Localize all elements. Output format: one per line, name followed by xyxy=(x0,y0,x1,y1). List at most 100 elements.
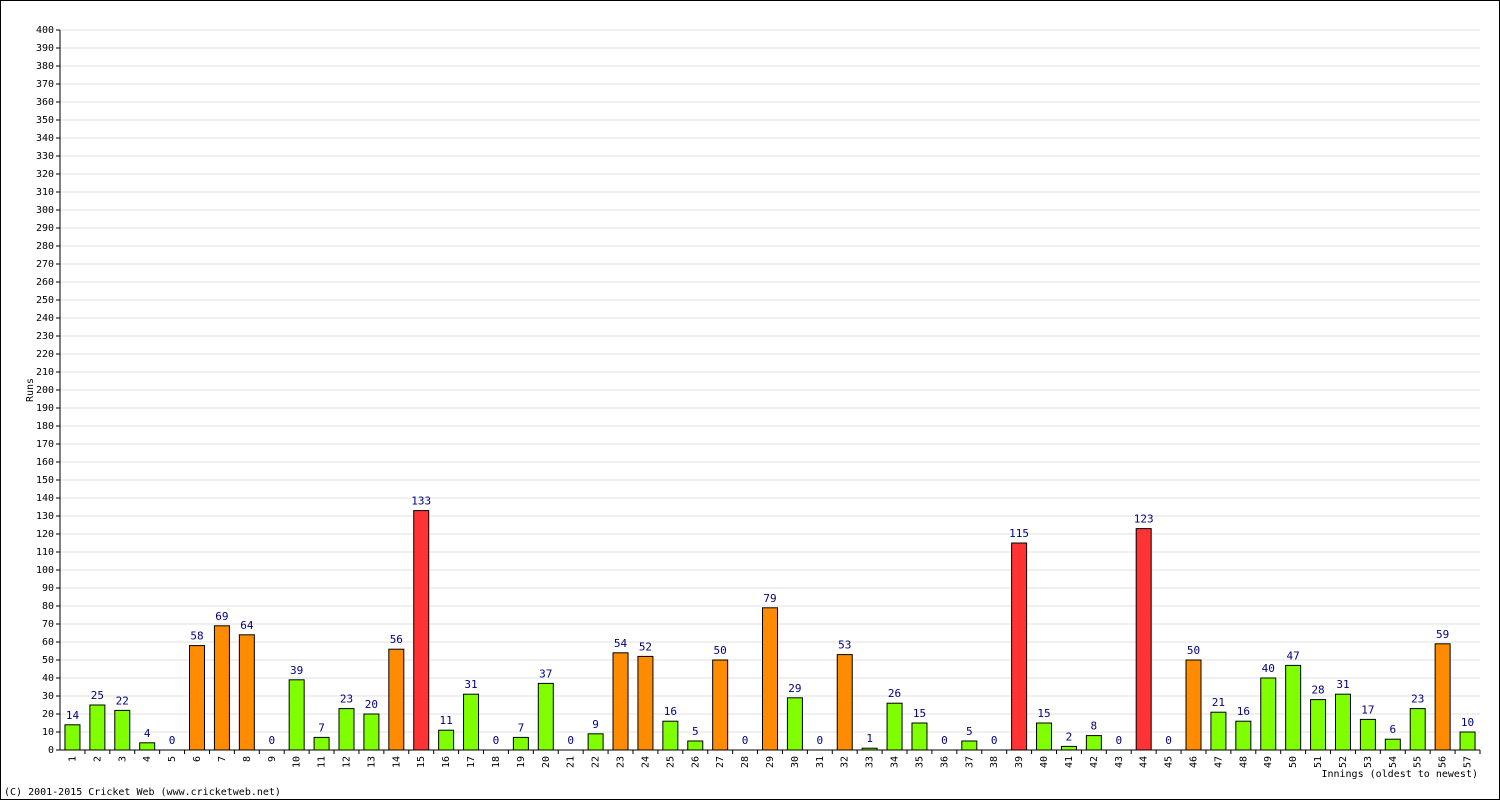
x-tick-label: 44 xyxy=(1139,756,1150,768)
bar xyxy=(139,742,156,751)
bar xyxy=(1359,718,1376,751)
y-tick-label: 30 xyxy=(42,691,54,702)
value-label: 115 xyxy=(1009,527,1029,540)
x-tick-label: 28 xyxy=(740,756,751,768)
y-tick-label: 210 xyxy=(36,367,54,378)
value-label: 64 xyxy=(240,619,254,632)
value-label: 0 xyxy=(169,734,176,747)
value-label: 52 xyxy=(639,640,652,653)
x-tick-label: 26 xyxy=(690,756,701,768)
value-label: 5 xyxy=(692,725,699,738)
value-label: 0 xyxy=(493,734,500,747)
value-label: 22 xyxy=(116,694,129,707)
value-label: 69 xyxy=(215,610,228,623)
x-tick-label: 33 xyxy=(865,756,876,768)
x-tick-label: 25 xyxy=(665,756,676,768)
bar xyxy=(612,652,629,751)
bar xyxy=(438,729,455,751)
x-tick-label: 4 xyxy=(142,756,153,762)
value-label: 79 xyxy=(763,592,776,605)
bar xyxy=(1409,708,1426,751)
value-label: 23 xyxy=(1411,693,1424,706)
bar xyxy=(587,733,604,751)
y-tick-label: 140 xyxy=(36,493,54,504)
bar xyxy=(1384,738,1401,751)
value-label: 21 xyxy=(1212,696,1225,709)
value-label: 2 xyxy=(1066,730,1073,743)
x-axis-title: Innings (oldest to newest) xyxy=(1321,769,1478,780)
y-tick-label: 100 xyxy=(36,565,54,576)
x-tick-label: 16 xyxy=(441,756,452,768)
bar xyxy=(1011,542,1028,751)
x-tick-label: 18 xyxy=(491,756,502,768)
bar xyxy=(861,747,878,751)
y-tick-label: 60 xyxy=(42,637,54,648)
bar xyxy=(712,659,729,751)
y-tick-label: 190 xyxy=(36,403,54,414)
y-tick-label: 90 xyxy=(42,583,54,594)
y-tick-label: 230 xyxy=(36,331,54,342)
value-label: 15 xyxy=(913,707,926,720)
bar xyxy=(836,654,853,751)
x-tick-label: 46 xyxy=(1189,756,1200,768)
bar xyxy=(512,736,529,751)
y-tick-label: 400 xyxy=(36,25,54,36)
value-label: 29 xyxy=(788,682,801,695)
value-label: 8 xyxy=(1091,720,1098,733)
value-label: 37 xyxy=(539,667,552,680)
y-tick-label: 370 xyxy=(36,79,54,90)
value-label: 7 xyxy=(518,721,525,734)
bar xyxy=(213,625,230,751)
x-tick-label: 2 xyxy=(92,756,103,762)
bar xyxy=(388,648,405,751)
x-tick-label: 15 xyxy=(416,756,427,768)
x-tick-label: 42 xyxy=(1089,756,1100,768)
y-tick-label: 0 xyxy=(48,745,54,756)
x-tick-label: 49 xyxy=(1263,756,1274,768)
x-tick-label: 51 xyxy=(1313,756,1324,768)
value-label: 0 xyxy=(1165,734,1172,747)
x-tick-label: 48 xyxy=(1238,756,1249,768)
value-label: 0 xyxy=(567,734,574,747)
value-label: 1 xyxy=(866,732,873,745)
y-tick-label: 330 xyxy=(36,151,54,162)
bar xyxy=(637,655,654,751)
y-tick-label: 50 xyxy=(42,655,54,666)
value-label: 39 xyxy=(290,664,303,677)
value-label: 0 xyxy=(941,734,948,747)
x-tick-label: 47 xyxy=(1213,756,1224,768)
footer: (C) 2001-2015 Cricket Web (www.cricketwe… xyxy=(4,787,281,798)
x-tick-label: 29 xyxy=(765,756,776,768)
bar xyxy=(463,693,480,751)
value-label: 59 xyxy=(1436,628,1449,641)
x-tick-label: 24 xyxy=(640,756,651,768)
y-tick-label: 160 xyxy=(36,457,54,468)
x-tick-label: 22 xyxy=(591,756,602,768)
x-tick-label: 10 xyxy=(292,756,303,768)
y-tick-label: 310 xyxy=(36,187,54,198)
bar xyxy=(886,702,903,751)
value-label: 40 xyxy=(1262,662,1275,675)
y-tick-label: 390 xyxy=(36,43,54,54)
bar xyxy=(1260,677,1277,751)
bar xyxy=(313,736,330,751)
y-tick-label: 280 xyxy=(36,241,54,252)
x-tick-label: 13 xyxy=(366,756,377,768)
bar xyxy=(1210,711,1227,751)
value-label: 10 xyxy=(1461,716,1474,729)
x-tick-label: 45 xyxy=(1164,756,1175,768)
x-tick-label: 50 xyxy=(1288,756,1299,768)
x-tick-label: 9 xyxy=(267,756,278,762)
y-tick-label: 350 xyxy=(36,115,54,126)
x-tick-label: 35 xyxy=(914,756,925,768)
value-label: 5 xyxy=(966,725,973,738)
y-tick-label: 250 xyxy=(36,295,54,306)
bar xyxy=(961,740,978,751)
x-tick-label: 40 xyxy=(1039,756,1050,768)
x-tick-label: 57 xyxy=(1463,756,1474,768)
bar xyxy=(1310,699,1327,751)
bar xyxy=(1185,659,1202,751)
value-label: 28 xyxy=(1311,684,1324,697)
value-label: 47 xyxy=(1287,649,1300,662)
y-axis-title: Runs xyxy=(25,378,36,402)
